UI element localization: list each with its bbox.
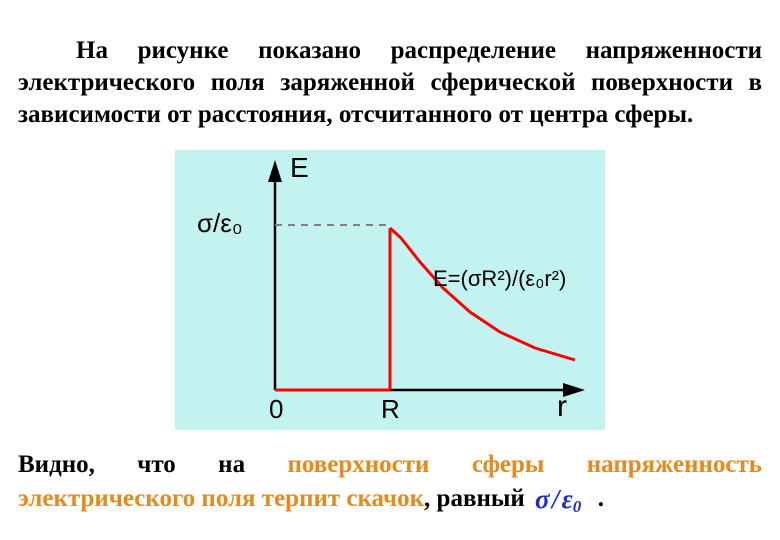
bottom-dot: . xyxy=(598,485,604,512)
intro-text: На рисунке показано распределение напряж… xyxy=(18,37,762,128)
field-distribution-chart: E σ/ε₀ 0 R r E=(σR²)/(ε₀r²) xyxy=(175,150,605,430)
eps-char: ε xyxy=(562,484,573,514)
decay-curve xyxy=(390,228,575,360)
conclusion-paragraph: Видно, что на поверхности сферы напряжен… xyxy=(18,449,762,518)
jump-formula: σ / ε0 xyxy=(531,482,585,518)
bottom-mid: , равный xyxy=(424,485,531,512)
y-tick-label: σ/ε₀ xyxy=(197,208,243,239)
x-tick-label: R xyxy=(381,394,400,425)
bottom-prefix: Видно, что на xyxy=(18,451,287,478)
origin-label: 0 xyxy=(269,394,283,425)
curve-formula: E=(σR²)/(ε₀r²) xyxy=(433,266,566,292)
chart-container: E σ/ε₀ 0 R r E=(σR²)/(ε₀r²) xyxy=(18,150,762,435)
slash-char: / xyxy=(552,484,560,514)
intro-paragraph: На рисунке показано распределение напряж… xyxy=(18,35,762,131)
sigma-char: σ xyxy=(535,484,550,514)
zero-sub: 0 xyxy=(573,497,582,516)
x-axis-label: r xyxy=(557,390,567,424)
y-axis-label: E xyxy=(290,152,309,184)
